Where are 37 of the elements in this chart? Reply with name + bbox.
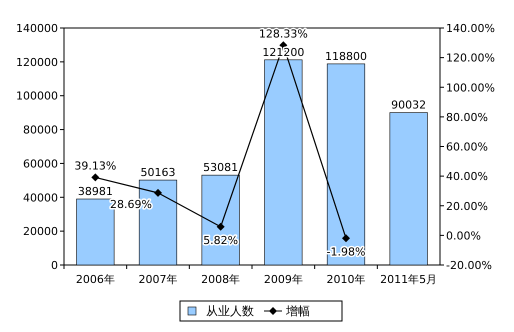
point (342, 234, 350, 242)
point (154, 188, 162, 197)
legend-label: 增幅 (285, 304, 310, 318)
point (91, 173, 100, 182)
x-tick-label: 2009年 (264, 273, 303, 286)
y2-tick-label: 60.00% (446, 140, 488, 154)
y2-tick-label: 140.00% (446, 22, 495, 35)
data-label: 118800 (325, 50, 367, 63)
data-label: 128.33% (258, 27, 308, 40)
y-tick-label: 0 (51, 259, 58, 272)
x-tick-label: 2006年 (76, 273, 115, 286)
y2-tick-label: 80.00% (446, 110, 488, 124)
y-tick-label: 20000 (23, 225, 58, 238)
data-label: 50163 (140, 166, 176, 180)
data-label: 53081 (203, 161, 238, 174)
y2-tick-label: 100.00% (446, 81, 495, 94)
legend-label: 从业人数 (206, 304, 254, 318)
y-tick-label: 40000 (23, 191, 58, 204)
y2-tick-label: 0.00% (446, 229, 481, 242)
y-tick-label: 120000 (16, 56, 58, 69)
data-label: 5.82% (203, 234, 238, 247)
data-label: 90032 (391, 98, 426, 112)
y2-tick-label: 120.00% (446, 52, 495, 65)
y-tick-label: 60000 (23, 157, 58, 170)
x-tick-label: 2007年 (138, 273, 178, 286)
y2-tick-label: 20.00% (446, 200, 488, 213)
y2-tick-label: 40.00% (446, 170, 488, 184)
x-tick-label: 2008年 (201, 273, 240, 286)
y2-tick-label: -20.00% (446, 259, 492, 272)
data-label: 39.13% (74, 159, 116, 172)
y-tick-label: 140000 (16, 22, 58, 35)
data-label: 38981 (78, 185, 113, 198)
x-tick-label: 2010年 (326, 273, 366, 286)
y-tick-label: 80000 (23, 124, 58, 137)
y-tick-label: 100000 (16, 90, 58, 103)
x-tick-label: 2011年5月 (380, 273, 438, 286)
point (216, 222, 225, 231)
